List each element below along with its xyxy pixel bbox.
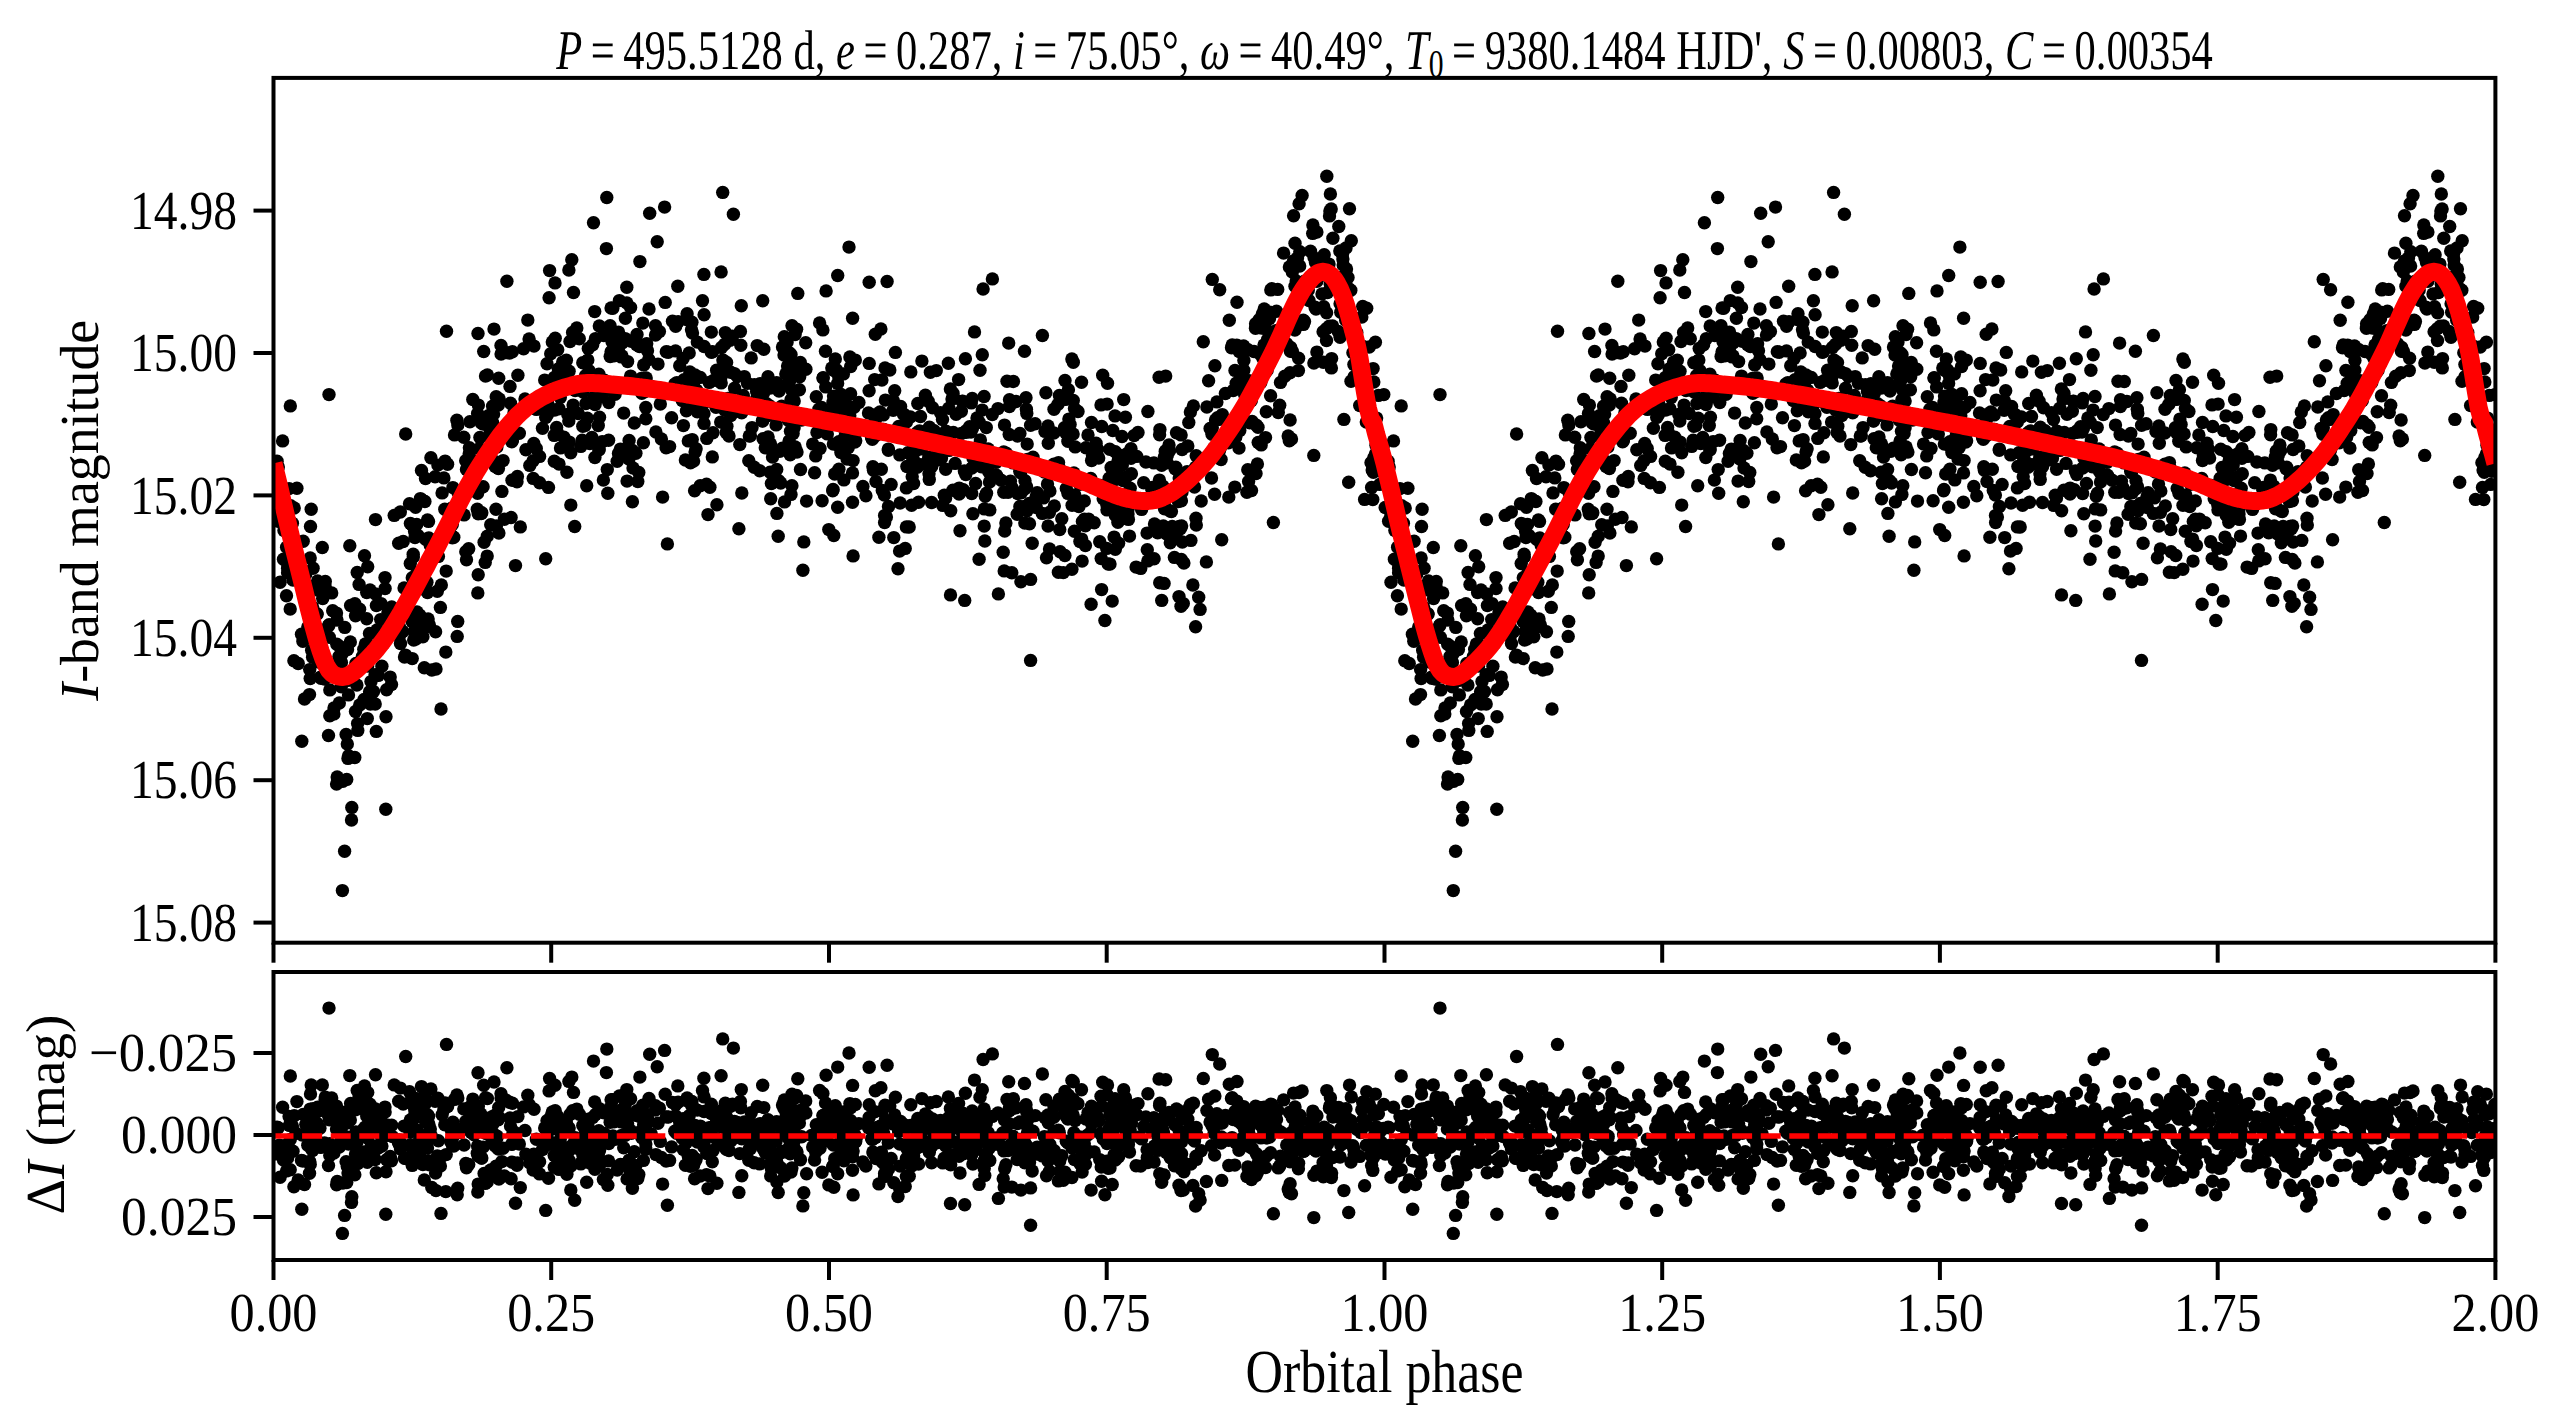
svg-text:P = 495.5128 d, e = 0.287, i =: P = 495.5128 d, e = 0.287, i = 75.05°, ω… (555, 20, 2212, 86)
svg-text:0.000: 0.000 (121, 1104, 237, 1165)
svg-text:14.98: 14.98 (130, 180, 237, 241)
svg-text:Orbital phase: Orbital phase (1246, 1339, 1524, 1406)
svg-text:I-band magnitude: I-band magnitude (49, 320, 110, 702)
svg-text:15.06: 15.06 (130, 749, 237, 810)
svg-text:15.08: 15.08 (130, 892, 237, 953)
svg-text:−0.025: −0.025 (89, 1022, 237, 1083)
svg-text:1.75: 1.75 (2174, 1282, 2262, 1343)
svg-text:1.50: 1.50 (1896, 1282, 1984, 1343)
svg-text:1.00: 1.00 (1341, 1282, 1429, 1343)
svg-text:15.02: 15.02 (130, 465, 237, 526)
svg-text:0.25: 0.25 (507, 1282, 595, 1343)
svg-text:1.25: 1.25 (1618, 1282, 1706, 1343)
svg-text:15.04: 15.04 (130, 607, 237, 668)
svg-text:0.00: 0.00 (230, 1282, 318, 1343)
svg-text:ΔI (mag): ΔI (mag) (15, 1015, 76, 1215)
svg-text:0.75: 0.75 (1063, 1282, 1151, 1343)
svg-text:0.025: 0.025 (121, 1186, 237, 1247)
svg-text:0.50: 0.50 (785, 1282, 873, 1343)
svg-text:15.00: 15.00 (130, 322, 237, 383)
svg-text:2.00: 2.00 (2451, 1282, 2539, 1343)
